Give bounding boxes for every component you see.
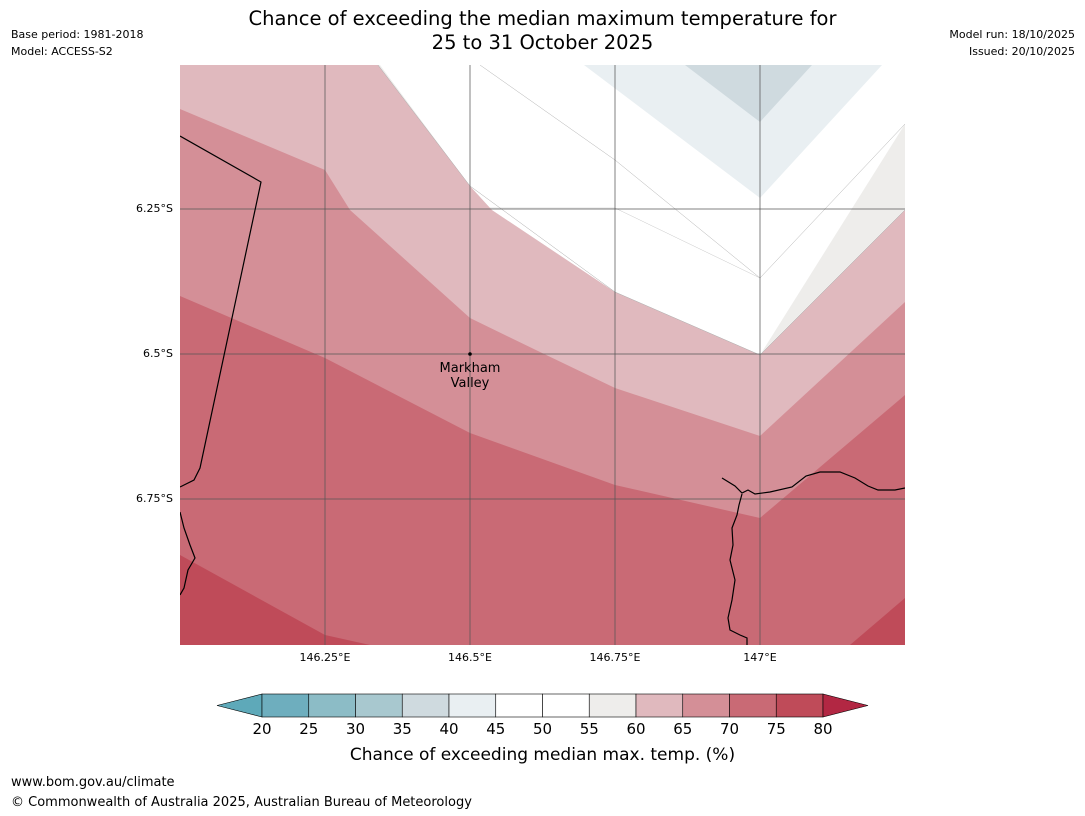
- colorbar-swatch: [401, 693, 450, 718]
- border-line: [180, 135, 262, 488]
- colorbar-swatch: [495, 693, 543, 718]
- lat-label-6-75: 6.75°S: [136, 492, 173, 505]
- title-line-1: Chance of exceeding the median maximum t…: [248, 7, 837, 30]
- colorbar-tick-label: 60: [626, 720, 646, 738]
- colorbar-arrow-low: [216, 693, 263, 718]
- colorbar-swatch: [448, 693, 497, 718]
- title-line-2: 25 to 31 October 2025: [431, 31, 654, 54]
- colorbar-swatch: [308, 693, 356, 718]
- colorbar-swatch: [542, 693, 590, 718]
- colorbar-swatch: [729, 693, 777, 718]
- river-line: [727, 493, 748, 645]
- colorbar-tick-label: 35: [392, 720, 412, 738]
- colorbar-swatch: [635, 693, 684, 718]
- model-name: Model: ACCESS-S2: [11, 45, 113, 58]
- footer-url[interactable]: www.bom.gov.au/climate: [11, 775, 175, 790]
- colorbar-tick-label: 65: [673, 720, 693, 738]
- model-run: Model run: 18/10/2025: [949, 28, 1075, 41]
- colorbar-tick-label: 45: [486, 720, 506, 738]
- colorbar-tick-label: 75: [766, 720, 786, 738]
- lat-label-6-5: 6.5°S: [143, 347, 173, 360]
- colorbar-swatch: [682, 693, 730, 718]
- colorbar-swatch: [261, 693, 310, 718]
- place-name-line-2: Valley: [450, 376, 490, 391]
- colorbar-swatch: [355, 693, 403, 718]
- colorbar-label: Chance of exceeding median max. temp. (%…: [349, 745, 736, 765]
- issued-date: Issued: 20/10/2025: [968, 45, 1075, 58]
- band-35-40: [584, 65, 882, 198]
- band-30-35: [685, 65, 812, 122]
- coastline-east: [721, 471, 905, 495]
- coastline-west: [180, 511, 196, 596]
- colorbar-tick-label: 70: [719, 720, 740, 738]
- colorbar-tick-label: 50: [532, 720, 553, 738]
- place-name-line-1: Markham: [439, 361, 501, 376]
- colorbar-tick-label: 55: [579, 720, 599, 738]
- footer-copyright: © Commonwealth of Australia 2025, Austra…: [11, 795, 472, 810]
- colorbar-swatches: [216, 693, 869, 718]
- colorbar-arrow-high: [822, 693, 869, 718]
- meta-right: Model run: 18/10/2025 Issued: 20/10/2025: [949, 26, 1075, 60]
- chart-title: Chance of exceeding the median maximum t…: [0, 7, 1085, 55]
- lon-label-147: 147°E: [743, 651, 777, 664]
- colorbar-tick-label: 40: [439, 720, 459, 738]
- colorbar-tick-label: 80: [813, 720, 833, 738]
- boundaries: [180, 135, 905, 645]
- place-marker[interactable]: [468, 352, 472, 356]
- colorbar-swatch: [775, 693, 824, 718]
- lon-label-146-75: 146.75°E: [589, 651, 641, 664]
- place-label: Markham Valley: [440, 361, 501, 391]
- contour-50: [479, 65, 905, 279]
- colorbar-tick-label: 25: [299, 720, 319, 738]
- lon-label-146-5: 146.5°E: [448, 651, 492, 664]
- lon-label-146-25: 146.25°E: [299, 651, 351, 664]
- meta-left: Base period: 1981-2018 Model: ACCESS-S2: [11, 26, 143, 60]
- colorbar-swatch: [588, 693, 637, 718]
- base-period: Base period: 1981-2018: [11, 28, 144, 41]
- colorbar-tick-label: 30: [345, 720, 366, 738]
- lat-label-6-25: 6.25°S: [136, 202, 173, 215]
- colorbar-tick-label: 20: [252, 720, 272, 738]
